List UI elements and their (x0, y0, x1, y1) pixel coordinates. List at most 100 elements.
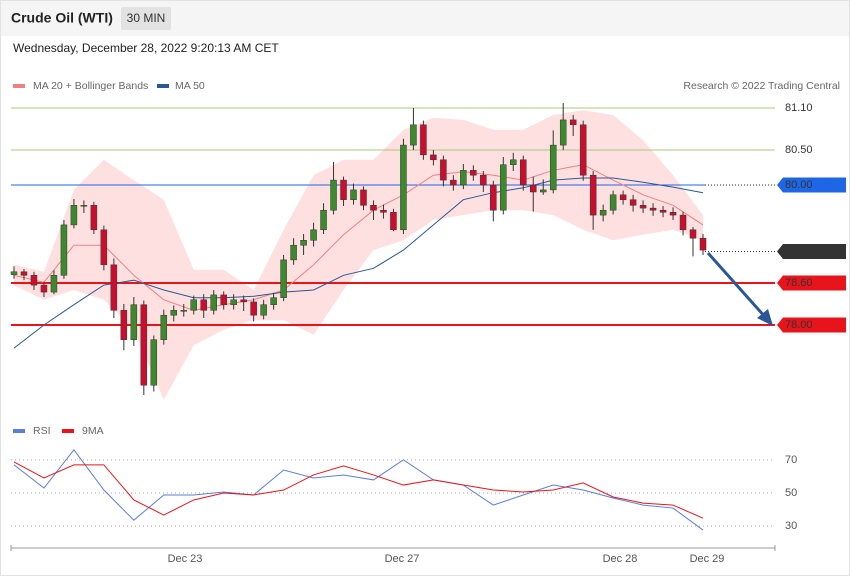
moving-average (13, 177, 704, 349)
candle-body (450, 179, 457, 186)
candle-body (619, 194, 627, 200)
candle-body (10, 271, 18, 275)
candle-body (549, 144, 557, 191)
candle-body (430, 154, 437, 161)
legend-label: MA 50 (175, 80, 205, 92)
candle-body (130, 304, 138, 340)
candle-body (609, 194, 617, 211)
candle-body (579, 124, 587, 176)
candle-body (510, 159, 517, 165)
candle-body (460, 170, 467, 186)
candle-body (639, 205, 647, 209)
candle-body (210, 294, 217, 311)
candle-body (380, 209, 387, 213)
candle-body (300, 240, 307, 246)
candle-body (520, 159, 527, 186)
rsi-line (13, 461, 704, 519)
candle-body (390, 212, 397, 231)
candle-body (440, 159, 447, 181)
candle-body (140, 304, 148, 386)
interval-badge (121, 7, 171, 30)
candle-body (410, 124, 417, 146)
candle-body (649, 207, 657, 211)
candle-body (320, 209, 327, 231)
candle-body (699, 237, 707, 251)
candle-body (50, 275, 58, 293)
candle-body (589, 174, 597, 216)
candle-body (20, 271, 28, 276)
y-tick-label: 50 (785, 487, 797, 499)
candle-body (490, 184, 497, 211)
bollinger-band (14, 110, 703, 400)
legend-label: 9MA (82, 425, 104, 437)
candle-body (659, 209, 667, 213)
candle-body (150, 339, 158, 386)
candle-body (260, 304, 267, 316)
candle-body (170, 310, 178, 316)
candle-body (220, 294, 227, 305)
y-tick-label: 30 (785, 520, 797, 532)
candle-body (569, 119, 577, 126)
forecast-arrow (706, 252, 773, 326)
candle-body (470, 170, 477, 176)
candle-body (60, 224, 68, 276)
level-label: 78.60 (785, 277, 813, 289)
level-tag (777, 275, 846, 291)
x-tick-label: Dec 29 (690, 553, 725, 565)
legend-swatch (13, 84, 25, 88)
level-label: 78.00 (785, 319, 813, 331)
level-tag (777, 177, 846, 193)
candle-body (280, 259, 287, 298)
level-label: 81.10 (785, 102, 813, 114)
subtitle: Wednesday, December 28, 2022 9:20:13 AM … (13, 41, 279, 55)
arrow-head (757, 309, 773, 326)
candle-body (250, 301, 257, 316)
candle-body (669, 212, 677, 216)
candle-body (599, 209, 607, 216)
credit: Research © 2022 Trading Central (683, 80, 840, 92)
level-label: 79.05 (785, 245, 813, 257)
candle-body (80, 205, 88, 207)
candle-body (559, 119, 567, 146)
candle-body (310, 229, 317, 241)
candle-body (290, 244, 297, 261)
candle-body (370, 205, 377, 211)
candle-body (230, 299, 237, 305)
candle-body (679, 214, 687, 231)
legend-swatch (62, 429, 74, 433)
candle-body (30, 275, 38, 286)
moving-average (13, 164, 704, 311)
candle-body (330, 179, 337, 211)
level-tag (777, 244, 846, 259)
arrow-shaft (706, 252, 768, 319)
legend-swatch (13, 429, 25, 433)
x-tick-label: Dec 28 (603, 553, 638, 565)
candle-body (240, 299, 247, 303)
interval-label: 30 MIN (127, 11, 166, 25)
x-tick-label: Dec 27 (385, 553, 420, 565)
candle-body (360, 189, 367, 206)
candle-body (340, 179, 347, 200)
legend-swatch (157, 84, 169, 88)
level-label: 80.50 (785, 144, 813, 156)
candle-body (180, 310, 188, 312)
level-label: 80.00 (785, 179, 813, 191)
x-tick-label: Dec 23 (168, 553, 203, 565)
rsi-line (13, 448, 704, 531)
candle-body (539, 189, 547, 193)
legend-label: RSI (33, 425, 51, 437)
candle-body (500, 164, 507, 211)
legend-label: MA 20 + Bollinger Bands (33, 80, 148, 92)
candle-body (110, 264, 118, 311)
candle-body (40, 284, 48, 293)
candle-body (190, 299, 197, 311)
level-tag (777, 317, 846, 333)
y-tick-label: 70 (785, 454, 797, 466)
candle-body (200, 299, 207, 311)
candle-body (350, 189, 357, 200)
candle-body (160, 314, 168, 340)
candle-body (420, 124, 427, 156)
candle-body (629, 199, 637, 206)
chart-title: Crude Oil (WTI) (11, 10, 113, 26)
candle-body (529, 184, 537, 193)
